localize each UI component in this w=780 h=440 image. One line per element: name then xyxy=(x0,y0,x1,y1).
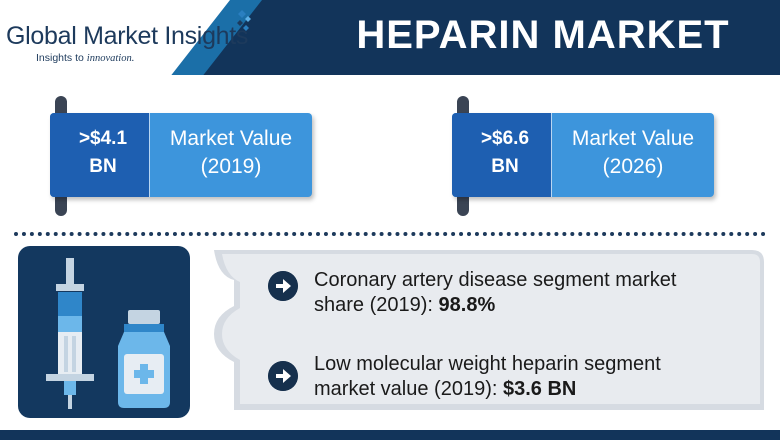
brand-tagline: Insights to innovation. xyxy=(36,52,135,64)
medical-icon-tile xyxy=(18,246,190,418)
market-value-2019-card: >$4.1 BN Market Value (2019) xyxy=(50,96,312,216)
footer-bar xyxy=(0,430,780,440)
value-amount: >$4.1 BN xyxy=(78,128,128,177)
syringe-icon xyxy=(46,258,94,409)
dotted-divider xyxy=(14,232,766,236)
stat-coronary-artery: Coronary artery disease segment market s… xyxy=(314,269,677,316)
value-label: Market Value (2026) xyxy=(571,127,695,178)
arrow-right-circle-icon xyxy=(268,361,298,391)
header-banner: Global Market Insights Insights to innov… xyxy=(0,0,780,75)
value-card: >$6.6 BN Market Value (2026) xyxy=(452,113,714,197)
value-panel xyxy=(50,113,150,197)
stat-value: 98.8% xyxy=(438,294,496,316)
brand-logo: Global Market Insights Insights to innov… xyxy=(0,0,280,75)
value-panel xyxy=(452,113,552,197)
stats-panel xyxy=(214,250,764,410)
stat-value: $3.6 BN xyxy=(502,378,577,400)
diamond-logo-icon xyxy=(237,10,251,31)
medicine-vial-icon xyxy=(118,310,170,408)
page-title: HEPARIN MARKET xyxy=(356,13,730,57)
arrow-right-circle-icon xyxy=(268,271,298,301)
brand-name: Global Market Insights xyxy=(6,22,249,50)
value-label: Market Value (2019) xyxy=(169,127,293,178)
market-value-2026-card: >$6.6 BN Market Value (2026) xyxy=(452,96,714,216)
value-amount: >$6.6 BN xyxy=(480,128,530,177)
value-card: >$4.1 BN Market Value (2019) xyxy=(50,113,312,197)
stat-lmw-heparin: Low molecular weight heparin segment mar… xyxy=(314,353,661,400)
